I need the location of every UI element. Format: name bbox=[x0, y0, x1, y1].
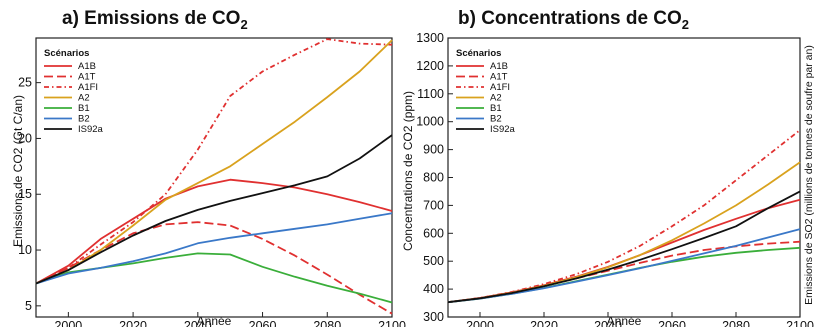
series-line-a1t bbox=[35, 221, 393, 315]
y-tick-label: 15 bbox=[18, 187, 32, 201]
legend-label-is92a: IS92a bbox=[490, 124, 516, 135]
chart-panel-concentrations: b) Concentrations de CO2 Année Concentra… bbox=[401, 8, 815, 327]
legend-label-a2: A2 bbox=[490, 93, 502, 104]
legend-label-b1: B1 bbox=[78, 103, 90, 114]
legend-label-a2: A2 bbox=[78, 93, 90, 104]
x-tick-label: 2020 bbox=[119, 319, 147, 327]
y-tick-label: 400 bbox=[423, 282, 444, 296]
plot-frame-emissions bbox=[35, 37, 393, 318]
y-tick-label: 700 bbox=[423, 198, 444, 212]
legend-label-a1t: A1T bbox=[78, 72, 96, 83]
y-tick-label: 900 bbox=[423, 143, 444, 157]
y-tick-label: 1300 bbox=[416, 31, 444, 45]
x-tick-label: 2040 bbox=[594, 319, 622, 327]
y-tick-label: 300 bbox=[423, 310, 444, 324]
x-tick-label: 2060 bbox=[249, 319, 277, 327]
legend-label-a1t: A1T bbox=[490, 72, 508, 83]
x-tick-label: 2040 bbox=[184, 319, 212, 327]
series-line-is92a bbox=[35, 134, 393, 285]
legend-label-b2: B2 bbox=[490, 114, 502, 125]
series-line-a1fi bbox=[447, 129, 801, 304]
legend-label-a1fi: A1FI bbox=[490, 82, 510, 93]
y-tick-label: 1000 bbox=[416, 115, 444, 129]
legend-title: Scénarios bbox=[456, 48, 501, 59]
x-tick-label: 2080 bbox=[313, 319, 341, 327]
series-line-b1 bbox=[35, 252, 393, 304]
legend-label-b1: B1 bbox=[490, 103, 502, 114]
x-tick-label: 2020 bbox=[530, 319, 558, 327]
chart-panel-emissions: a) Emissions de CO2 Année Emissions de C… bbox=[11, 8, 406, 327]
x-tick-label: 2060 bbox=[658, 319, 686, 327]
legend-label-a1fi: A1FI bbox=[78, 82, 98, 93]
legend-label-a1b: A1B bbox=[78, 61, 96, 72]
legend-label-b2: B2 bbox=[78, 114, 90, 125]
series-line-b2 bbox=[447, 228, 801, 304]
x-tick-label: 2100 bbox=[378, 319, 406, 327]
y-axis-label-concentrations: Concentrations de CO2 (ppm) bbox=[401, 91, 415, 251]
y-axis-label-right: Emissions de SO2 (millions de tonnes de … bbox=[803, 45, 815, 305]
y-tick-label: 5 bbox=[25, 299, 32, 313]
series-line-is92a bbox=[447, 190, 801, 304]
x-tick-label: 2080 bbox=[722, 319, 750, 327]
x-tick-label: 2000 bbox=[54, 319, 82, 327]
y-tick-label: 10 bbox=[18, 243, 32, 257]
y-tick-label: 25 bbox=[18, 76, 32, 90]
y-tick-label: 500 bbox=[423, 254, 444, 268]
legend-label-is92a: IS92a bbox=[78, 124, 104, 135]
y-tick-label: 1200 bbox=[416, 59, 444, 73]
chart-title-concentrations: b) Concentrations de CO2 bbox=[458, 8, 689, 32]
y-tick-label: 800 bbox=[423, 171, 444, 185]
y-tick-label: 600 bbox=[423, 226, 444, 240]
series-line-b2 bbox=[35, 212, 393, 285]
y-axis-label-emissions: Emissions de CO2 (Gt C/an) bbox=[11, 95, 25, 247]
series-line-a2 bbox=[447, 161, 801, 304]
legend-title: Scénarios bbox=[44, 48, 89, 59]
legend-label-a1b: A1B bbox=[490, 61, 508, 72]
series-line-a1b bbox=[35, 178, 393, 285]
x-tick-label: 2000 bbox=[466, 319, 494, 327]
y-tick-label: 1100 bbox=[417, 87, 444, 101]
series-line-a2 bbox=[35, 39, 393, 285]
x-tick-label: 2100 bbox=[786, 319, 814, 327]
chart-title-emissions: a) Emissions de CO2 bbox=[62, 8, 248, 32]
y-tick-label: 20 bbox=[18, 131, 32, 145]
